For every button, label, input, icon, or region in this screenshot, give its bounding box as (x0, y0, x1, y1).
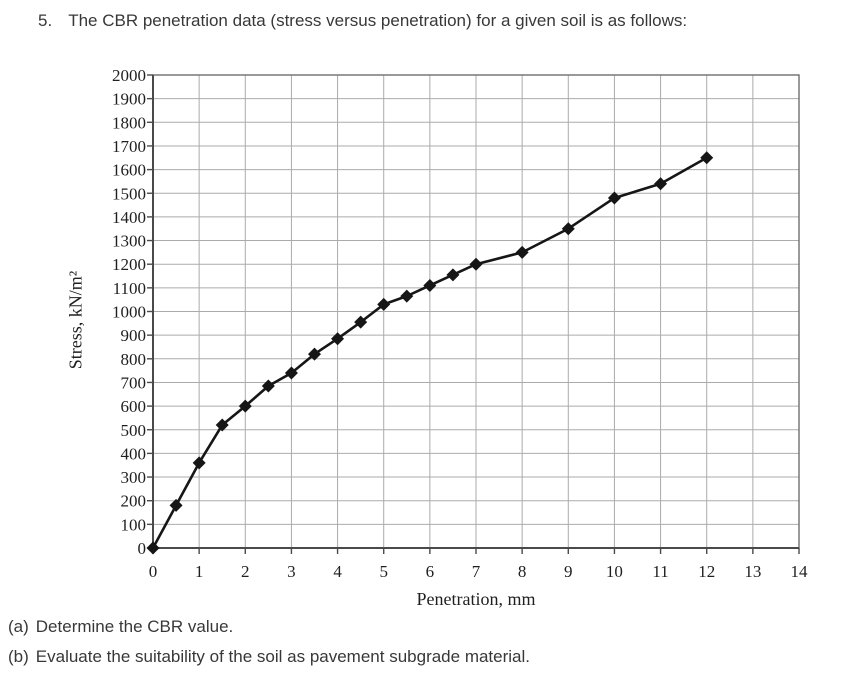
y-tick-label: 200 (121, 492, 147, 511)
data-point-marker (561, 222, 575, 236)
x-tick-label: 8 (518, 562, 527, 581)
data-point-marker (400, 289, 414, 303)
x-tick-label: 13 (744, 562, 761, 581)
data-point-marker (446, 268, 460, 282)
x-tick-label: 5 (379, 562, 388, 581)
data-point-marker (308, 347, 321, 361)
question-a: (a) Determine the CBR value. (8, 617, 233, 637)
x-tick-label: 4 (333, 562, 342, 581)
y-tick-label: 500 (121, 421, 147, 440)
x-tick-label: 7 (472, 562, 481, 581)
y-tick-label: 900 (121, 326, 147, 345)
data-point-marker (238, 399, 252, 413)
y-tick-label: 1000 (112, 303, 146, 322)
problem-number: 5. (38, 11, 53, 30)
data-point-marker (469, 257, 483, 271)
data-point-marker (654, 177, 668, 191)
x-tick-label: 6 (426, 562, 435, 581)
y-tick-label: 800 (121, 350, 147, 369)
y-tick-label: 1400 (112, 208, 146, 227)
data-point-marker (607, 191, 621, 205)
data-point-marker (377, 297, 391, 311)
y-tick-label: 300 (121, 468, 147, 487)
x-tick-label: 14 (791, 562, 809, 581)
x-tick-label: 11 (652, 562, 668, 581)
question-b-text: Evaluate the suitability of the soil as … (35, 647, 531, 666)
data-point-marker (515, 245, 529, 259)
x-tick-label: 10 (606, 562, 623, 581)
data-point-marker (354, 315, 368, 329)
y-tick-label: 600 (121, 397, 147, 416)
data-point-marker (423, 278, 437, 292)
x-tick-label: 9 (564, 562, 573, 581)
y-tick-label: 1800 (112, 113, 146, 132)
y-tick-label: 1300 (112, 232, 146, 251)
x-tick-label: 3 (287, 562, 296, 581)
y-tick-label: 1600 (112, 161, 146, 180)
data-point-marker (700, 151, 714, 165)
y-tick-label: 400 (121, 444, 147, 463)
y-tick-label: 1900 (112, 90, 146, 109)
question-b-label: (b) (8, 647, 29, 666)
data-point-marker (215, 418, 229, 432)
problem-title: 5. The CBR penetration data (stress vers… (38, 11, 687, 31)
y-tick-label: 2000 (112, 66, 146, 85)
y-tick-label: 1100 (113, 279, 146, 298)
x-tick-label: 2 (241, 562, 250, 581)
data-point-marker (331, 332, 345, 346)
x-tick-label: 1 (195, 562, 204, 581)
y-tick-label: 1500 (112, 184, 146, 203)
y-tick-label: 0 (138, 539, 147, 558)
data-polyline (151, 156, 709, 550)
data-point-marker (169, 498, 183, 512)
y-axis-title: Stress, kN/m² (65, 270, 86, 370)
y-tick-label: 100 (121, 515, 147, 534)
data-point-marker (146, 541, 160, 555)
cbr-chart-svg: 0 1 2 3 4 5 6 7 8 9 10 11 12 13 1401002003004005006007… (112, 66, 809, 581)
y-tick-label: 1200 (112, 255, 146, 274)
data-point-marker (261, 379, 275, 393)
question-b: (b) Evaluate the suitability of the soil… (8, 647, 530, 667)
x-tick-label: 0 (149, 562, 158, 581)
question-a-label: (a) (8, 617, 29, 636)
data-point-marker (284, 366, 298, 380)
x-axis-title: Penetration, mm (416, 589, 536, 609)
x-tick-label: 12 (698, 562, 715, 581)
question-a-text: Determine the CBR value. (35, 617, 234, 636)
y-tick-label: 700 (121, 373, 147, 392)
problem-text: The CBR penetration data (stress versus … (68, 11, 688, 30)
data-point-marker (192, 456, 206, 470)
y-tick-label: 1700 (112, 137, 146, 156)
